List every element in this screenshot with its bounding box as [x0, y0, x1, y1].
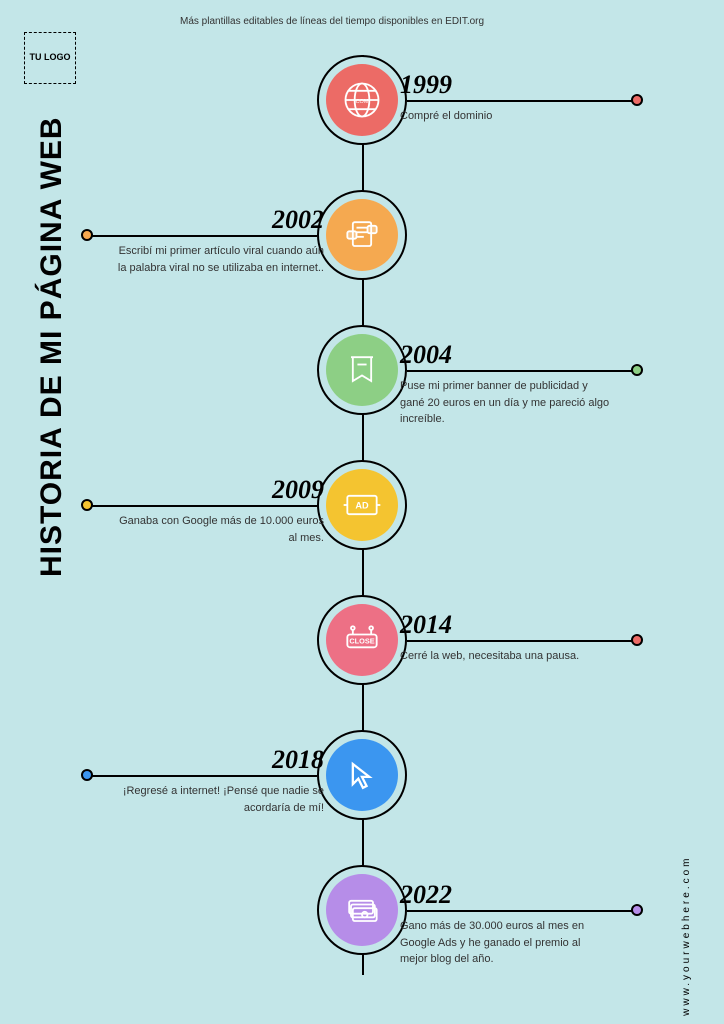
timeline-dot [631, 364, 643, 376]
timeline-description: Ganaba con Google más de 10.000 euros al… [114, 513, 324, 546]
timeline-dot [81, 499, 93, 511]
connector-line [407, 100, 637, 102]
timeline-year: 2009 [272, 475, 324, 505]
header-caption: Más plantillas editables de líneas del t… [180, 16, 484, 27]
timeline-year: 2022 [400, 880, 452, 910]
timeline-dot [81, 769, 93, 781]
ad-icon: AD [326, 469, 398, 541]
timeline-description: Escribí mi primer artículo viral cuando … [114, 243, 324, 276]
timeline-description: Cerré la web, necesitaba una pausa. [400, 648, 610, 665]
timeline-node [317, 730, 407, 820]
globe-icon: COM [326, 64, 398, 136]
cursor-icon [326, 739, 398, 811]
timeline-node: COM [317, 55, 407, 145]
timeline-dot [81, 229, 93, 241]
timeline-node [317, 325, 407, 415]
logo-placeholder: TU LOGO [24, 32, 76, 84]
timeline-dot [631, 634, 643, 646]
svg-text:CLOSE: CLOSE [349, 637, 374, 646]
timeline-year: 2014 [400, 610, 452, 640]
svg-text:AD: AD [355, 501, 369, 511]
timeline-dot [631, 904, 643, 916]
close-icon: CLOSE [326, 604, 398, 676]
timeline-year: 2018 [272, 745, 324, 775]
connector-line [87, 775, 317, 777]
timeline-year: 2002 [272, 205, 324, 235]
money-icon [326, 874, 398, 946]
document-icon [326, 199, 398, 271]
timeline-year: 1999 [400, 70, 452, 100]
timeline-node [317, 865, 407, 955]
website-url: www.yourwebhere.com [681, 856, 692, 1016]
connector-line [407, 370, 637, 372]
timeline-description: Puse mi primer banner de publicidad y ga… [400, 378, 610, 428]
main-title: HISTORIA DE MI PÁGINA WEB [35, 116, 69, 577]
timeline-year: 2004 [400, 340, 452, 370]
connector-line [407, 640, 637, 642]
timeline-description: ¡Regresé a internet! ¡Pensé que nadie se… [114, 783, 324, 816]
timeline-description: Gano más de 30.000 euros al mes en Googl… [400, 918, 610, 968]
banner-icon [326, 334, 398, 406]
svg-text:COM: COM [356, 99, 369, 105]
connector-line [407, 910, 637, 912]
connector-line [87, 235, 317, 237]
timeline-dot [631, 94, 643, 106]
timeline-node: CLOSE [317, 595, 407, 685]
connector-line [87, 505, 317, 507]
timeline-node: AD [317, 460, 407, 550]
timeline-description: Compré el dominio [400, 108, 610, 125]
timeline-node [317, 190, 407, 280]
